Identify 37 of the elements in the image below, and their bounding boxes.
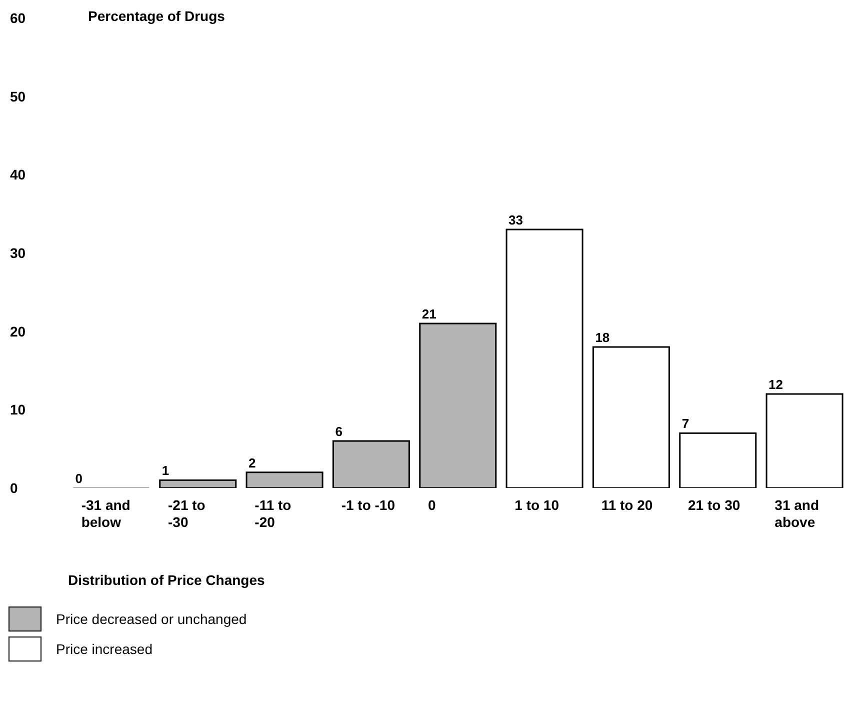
bar <box>246 472 324 488</box>
bar <box>419 322 497 488</box>
x-tick-label: 11 to 20 <box>601 497 653 513</box>
value-text: 6 <box>335 424 342 439</box>
y-tick-label: 30 <box>10 244 26 261</box>
value-text: 0 <box>75 471 82 486</box>
value-text: 7 <box>682 416 690 432</box>
x-tick-label: -11 to -20 <box>254 497 292 530</box>
y-tick-label: 50 <box>10 88 26 104</box>
x-tick-label: 21 to 30 <box>688 497 740 513</box>
x-tick-label: 1 to 10 <box>514 497 560 513</box>
y-tick-label: 10 <box>10 402 26 418</box>
y-tick-label: 40 <box>10 166 26 183</box>
value-text: 2 <box>248 455 256 470</box>
y-tick-label: 20 <box>10 323 26 340</box>
bar <box>506 228 584 488</box>
value-text: 18 <box>595 330 610 345</box>
x-tick-label: -31 and below <box>81 497 130 530</box>
x-tick-label: -21 to -30 <box>168 497 206 530</box>
y-axis-title: Percentage of Drugs <box>88 8 225 24</box>
value-text: 1 <box>162 463 170 478</box>
x-tick-label: 31 and above <box>774 497 820 530</box>
y-tick-label: 60 <box>10 10 26 26</box>
bar <box>592 346 670 488</box>
bar <box>159 479 237 488</box>
value-text: 21 <box>422 306 436 322</box>
value-text: 12 <box>768 377 783 392</box>
bar <box>766 393 844 488</box>
x-axis-title: Distribution of Price Changes <box>67 572 266 588</box>
bar <box>679 432 757 488</box>
value-text: 33 <box>508 212 523 228</box>
legend-label: Price decreased or unchanged <box>56 611 247 627</box>
legend-label: Price increased <box>56 641 152 657</box>
y-tick-label: 0 <box>10 480 18 496</box>
x-tick-label: -1 to -10 <box>341 497 396 513</box>
x-tick-label: 0 <box>428 497 436 513</box>
bar <box>332 440 410 488</box>
